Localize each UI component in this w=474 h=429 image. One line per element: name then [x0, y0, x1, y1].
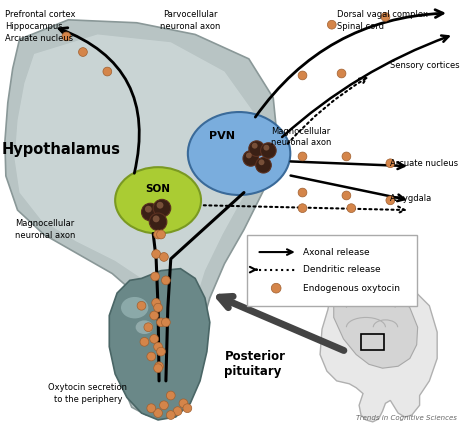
Circle shape	[156, 230, 165, 239]
Circle shape	[246, 153, 252, 158]
Circle shape	[154, 230, 163, 239]
Circle shape	[150, 311, 159, 320]
Circle shape	[255, 157, 271, 173]
Circle shape	[183, 404, 192, 413]
Circle shape	[62, 32, 71, 41]
Circle shape	[156, 318, 165, 327]
Circle shape	[142, 203, 159, 221]
Circle shape	[153, 199, 171, 217]
Polygon shape	[109, 269, 210, 420]
Circle shape	[155, 362, 164, 371]
Text: SON: SON	[146, 184, 171, 193]
Circle shape	[150, 335, 159, 343]
Circle shape	[249, 141, 264, 157]
Text: Prefrontal cortex
Hippocampus
Arcuate nucleus: Prefrontal cortex Hippocampus Arcuate nu…	[5, 10, 75, 42]
Circle shape	[173, 407, 182, 416]
Circle shape	[144, 323, 153, 332]
Circle shape	[386, 159, 395, 168]
Bar	[361, 334, 384, 350]
Circle shape	[298, 152, 307, 161]
Circle shape	[140, 338, 149, 346]
Polygon shape	[334, 283, 418, 368]
Ellipse shape	[121, 297, 148, 318]
Circle shape	[259, 159, 264, 165]
Circle shape	[166, 391, 175, 400]
Text: Sensory cortices: Sensory cortices	[390, 61, 460, 70]
Text: Magnocellular
neuronal axon: Magnocellular neuronal axon	[271, 127, 332, 147]
Polygon shape	[15, 34, 259, 403]
Text: Trends in Cognitive Sciences: Trends in Cognitive Sciences	[356, 415, 456, 421]
Circle shape	[137, 301, 146, 310]
Circle shape	[381, 12, 390, 21]
Circle shape	[156, 347, 165, 356]
Circle shape	[147, 352, 155, 361]
Circle shape	[154, 364, 163, 372]
Circle shape	[264, 145, 269, 151]
Circle shape	[179, 399, 188, 408]
Circle shape	[149, 213, 167, 231]
Circle shape	[386, 196, 395, 205]
Circle shape	[162, 276, 170, 285]
Circle shape	[153, 215, 160, 222]
Circle shape	[145, 206, 152, 212]
Circle shape	[166, 411, 175, 420]
Polygon shape	[320, 276, 437, 422]
Circle shape	[156, 202, 164, 208]
Circle shape	[152, 250, 161, 258]
Text: Dendritic release: Dendritic release	[302, 265, 380, 274]
Circle shape	[252, 143, 257, 148]
Text: Oxytocin secretion
to the periphery: Oxytocin secretion to the periphery	[48, 383, 128, 404]
Circle shape	[298, 204, 307, 212]
Circle shape	[271, 283, 281, 293]
Text: Arcuate nucleus: Arcuate nucleus	[390, 159, 458, 168]
Text: Posterior
pituitary: Posterior pituitary	[225, 350, 285, 378]
Circle shape	[342, 152, 351, 161]
Circle shape	[154, 342, 163, 351]
Circle shape	[328, 20, 336, 29]
Circle shape	[337, 69, 346, 78]
Circle shape	[160, 253, 168, 261]
Circle shape	[298, 71, 307, 80]
Circle shape	[152, 299, 161, 307]
Ellipse shape	[115, 167, 201, 233]
Text: Amygdala: Amygdala	[390, 194, 433, 203]
Circle shape	[261, 143, 276, 158]
FancyBboxPatch shape	[247, 236, 417, 306]
Circle shape	[151, 272, 160, 281]
Circle shape	[347, 204, 356, 212]
Text: Magnocellular
neuronal axon: Magnocellular neuronal axon	[15, 219, 75, 240]
Circle shape	[103, 67, 112, 76]
Circle shape	[154, 303, 163, 312]
Circle shape	[342, 191, 351, 200]
Circle shape	[79, 48, 87, 57]
Circle shape	[162, 318, 170, 327]
Text: Hypothalamus: Hypothalamus	[2, 142, 121, 157]
Circle shape	[147, 404, 155, 413]
Text: Endogenous oxytocin: Endogenous oxytocin	[302, 284, 400, 293]
Ellipse shape	[188, 112, 290, 195]
Text: PVN: PVN	[209, 131, 235, 141]
Circle shape	[154, 409, 163, 417]
Polygon shape	[5, 20, 278, 415]
Text: Dorsal vagal complex
Spinal cord: Dorsal vagal complex Spinal cord	[337, 10, 428, 31]
Ellipse shape	[136, 320, 153, 334]
Text: Axonal release: Axonal release	[302, 248, 369, 257]
Circle shape	[243, 151, 259, 166]
Circle shape	[160, 401, 168, 410]
Text: Parvocellular
neuronal axon: Parvocellular neuronal axon	[160, 10, 220, 31]
Circle shape	[298, 188, 307, 197]
